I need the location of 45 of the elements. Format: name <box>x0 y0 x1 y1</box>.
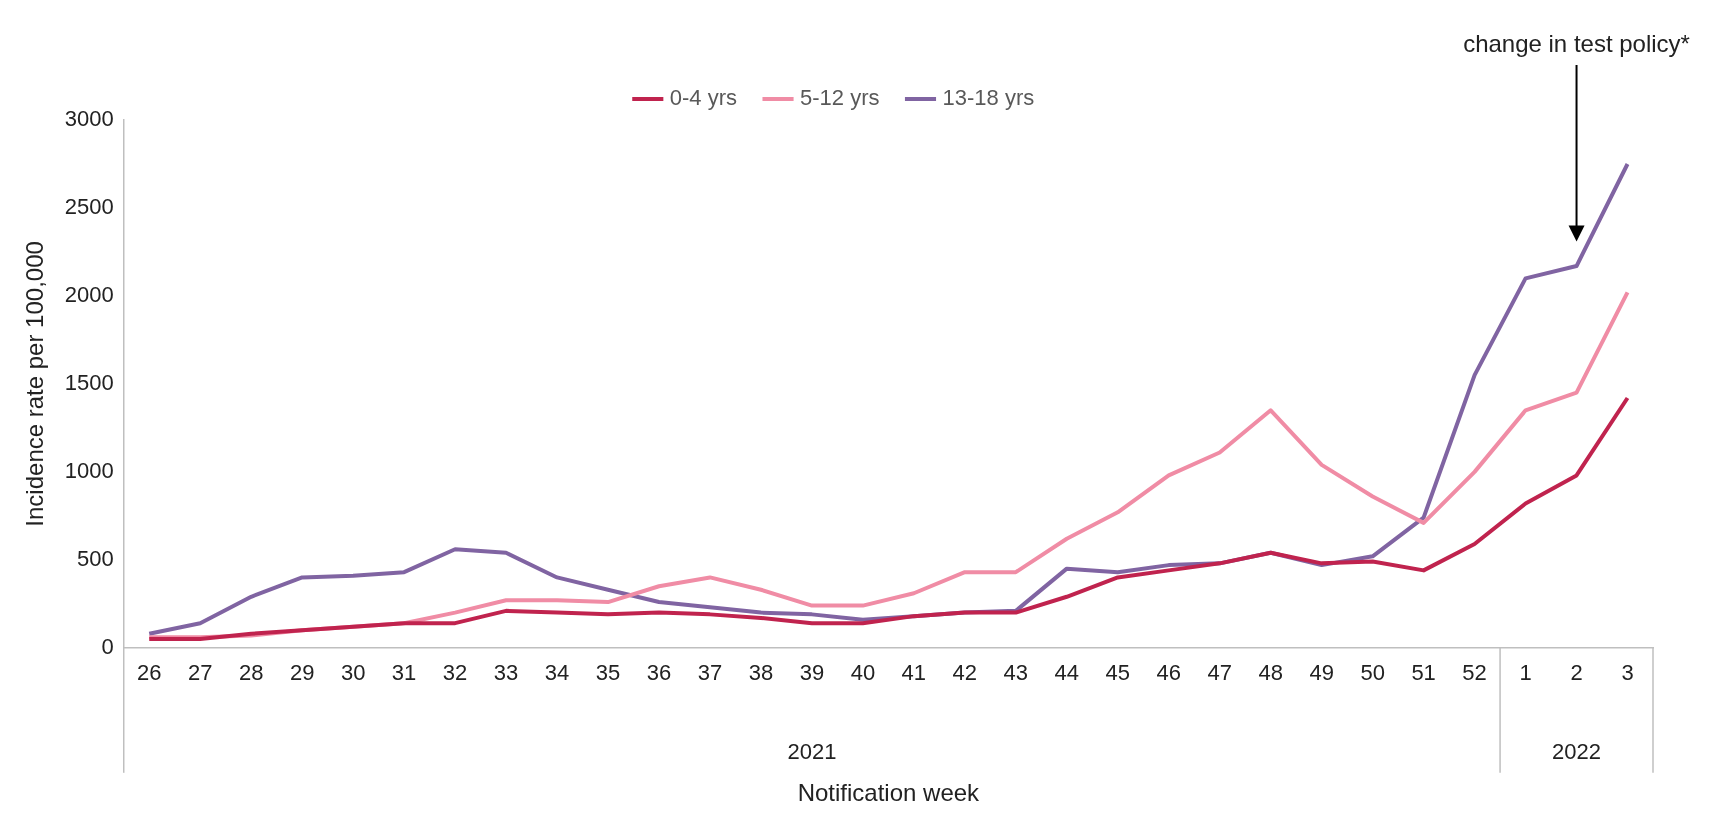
x-tick-label: 40 <box>850 660 876 686</box>
y-tick-label: 1000 <box>64 457 114 483</box>
x-tick-label: 49 <box>1309 660 1334 686</box>
x-tick-label: 27 <box>187 660 213 686</box>
x-tick-label: 36 <box>646 660 672 686</box>
y-tick-label: 0 <box>101 633 114 659</box>
x-tick-label: 3 <box>1621 660 1634 686</box>
legend-label: 5-12 yrs <box>800 85 880 111</box>
x-tick-label: 47 <box>1207 660 1232 686</box>
y-tick-label: 2000 <box>64 282 114 307</box>
y-tick-label: 1500 <box>64 369 114 395</box>
x-tick-label: 52 <box>1462 660 1487 686</box>
y-tick-label: 3000 <box>64 106 114 132</box>
x-tick-label: 35 <box>595 660 621 686</box>
legend-label: 0-4 yrs <box>669 85 738 111</box>
x-tick-label: 28 <box>238 660 264 686</box>
y-axis-title: Incidence rate per 100,000 <box>21 241 49 527</box>
x-tick-label: 46 <box>1156 660 1181 686</box>
x-tick-label: 51 <box>1411 660 1436 686</box>
x-tick-label: 48 <box>1258 660 1283 686</box>
x-tick-label: 44 <box>1054 660 1080 686</box>
x-tick-label: 30 <box>340 660 366 686</box>
x-tick-label: 50 <box>1360 660 1385 686</box>
x-tick-label: 38 <box>748 660 774 686</box>
legend-label: 13-18 yrs <box>942 85 1035 111</box>
x-tick-label: 42 <box>952 660 978 686</box>
x-tick-label: 29 <box>289 660 315 686</box>
x-tick-label: 33 <box>493 660 519 686</box>
text: change in test policy* <box>1463 29 1690 57</box>
x-tick-label: 41 <box>901 660 927 686</box>
x-tick-label: 37 <box>697 660 723 686</box>
x-tick-label: 39 <box>799 660 825 686</box>
x-tick-label: 26 <box>136 660 162 686</box>
x-tick-label: 32 <box>442 660 468 686</box>
x-tick-label: 1 <box>1519 660 1532 686</box>
x-tick-label: 2 <box>1570 660 1583 686</box>
x-tick-label: 43 <box>1003 660 1029 686</box>
x-axis-title: Notification week <box>797 779 981 807</box>
text: 2021 <box>787 738 837 764</box>
y-tick-label: 2500 <box>64 194 114 220</box>
x-tick-label: 45 <box>1105 660 1130 686</box>
text: 2022 <box>1552 738 1602 764</box>
x-tick-label: 31 <box>391 660 417 686</box>
y-tick-label: 500 <box>77 545 114 571</box>
x-tick-label: 34 <box>544 660 570 686</box>
